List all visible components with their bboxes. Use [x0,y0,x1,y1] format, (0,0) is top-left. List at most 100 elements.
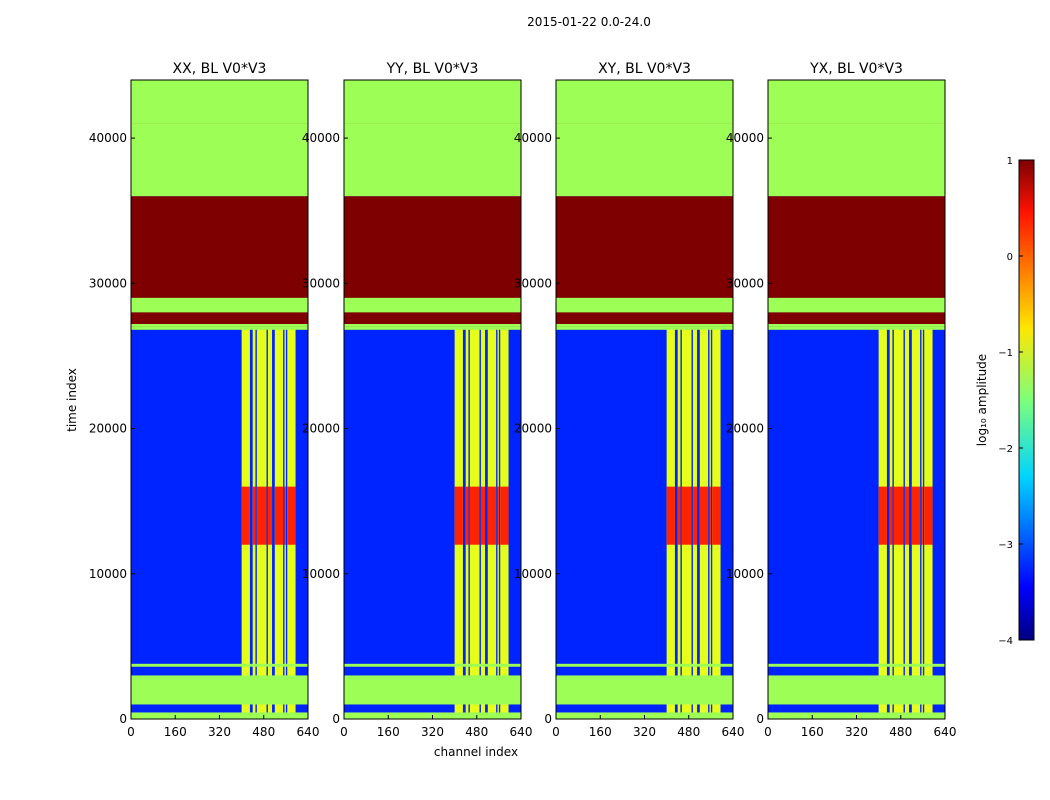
x-tick-label: 480 [465,725,488,739]
panel-title: XX, BL V0*V3 [173,61,267,77]
signal-peak [712,486,721,545]
y-tick-label: 20000 [726,422,764,436]
heatmap-panels: XX, BL V0*V3 0 160 320 480 640 0 10000 20000 3000… [89,61,957,739]
y-tick-label: 40000 [89,131,127,145]
x-tick-label: 640 [934,725,957,739]
flagged-band [344,326,521,330]
colorbar-tick-label: 0 [1007,252,1013,263]
flagged-band [768,80,945,124]
flagged-band [131,123,308,197]
y-tick-label: 30000 [514,276,552,290]
colorbar-gradient [1018,159,1035,641]
signal-peak [666,486,675,545]
signal-peak [241,486,250,545]
signal-peak [878,486,887,545]
signal-peak [893,486,904,545]
signal-peak [904,486,910,545]
flagged-band [768,675,945,705]
flagged-band [556,675,733,705]
flagged-band [556,123,733,197]
flagged-band [556,326,733,330]
y-tick-label: 20000 [89,422,127,436]
flagged-band [344,663,521,667]
signal-peak [256,486,267,545]
panel-1: XX, BL V0*V3 0 160 320 480 640 0 10000 20000 3000… [89,61,320,739]
signal-peak [677,486,681,545]
panel-4: YX, BL V0*V3 0 160 320 480 640 0 10000 20000 3000… [726,61,957,739]
y-tick-label: 40000 [726,131,764,145]
x-tick-label: 320 [208,725,231,739]
colorbar: 1 0 −1 −2 −3 −4 log₁₀ amplitude [975,156,1035,647]
flagged-band [131,675,308,705]
x-axis-label: channel index [434,745,518,759]
x-tick-label: 0 [552,725,560,739]
x-tick-label: 160 [801,725,824,739]
x-tick-label: 0 [764,725,772,739]
colorbar-label: log₁₀ amplitude [975,354,989,446]
signal-peak [267,486,273,545]
signal-peak [287,486,296,545]
flagged-band [768,297,945,313]
x-tick-label: 480 [889,725,912,739]
y-tick-label: 10000 [514,567,552,581]
x-tick-label: 320 [845,725,868,739]
x-tick-label: 0 [340,725,348,739]
signal-peak [921,486,923,545]
y-tick-label: 40000 [514,131,552,145]
x-tick-label: 640 [722,725,745,739]
signal-peak [500,486,509,545]
flagged-band [131,80,308,124]
y-tick-label: 30000 [89,276,127,290]
flagged-band [344,675,521,705]
flagged-band [344,297,521,313]
signal-peak [709,486,711,545]
y-tick-label: 20000 [302,422,340,436]
flagged-band [556,297,733,313]
panel-3: XY, BL V0*V3 0 160 320 480 640 0 10000 20000 3000… [514,61,745,739]
flagged-band [131,297,308,313]
y-axis-label: time index [65,368,79,432]
signal-peak [497,486,499,545]
signal-peak [924,486,933,545]
x-tick-label: 640 [510,725,533,739]
colorbar-tick-label: −2 [998,444,1013,455]
signal-peak [911,486,921,545]
flagged-band [344,123,521,197]
signal-peak [487,486,497,545]
signal-peak [480,486,486,545]
colorbar-tick-label: −3 [998,540,1013,551]
y-tick-label: 0 [119,712,127,726]
flagged-band [131,323,308,327]
panel-title: XY, BL V0*V3 [598,61,691,77]
y-tick-label: 10000 [302,567,340,581]
panel-2: YY, BL V0*V3 0 160 320 480 640 0 10000 20000 3000… [302,61,533,739]
y-tick-label: 30000 [302,276,340,290]
flagged-band [768,663,945,667]
flagged-band [131,326,308,330]
flagged-band [768,123,945,197]
flagged-band [131,663,308,667]
y-tick-label: 20000 [514,422,552,436]
y-tick-label: 40000 [302,131,340,145]
y-tick-label: 0 [544,712,552,726]
signal-peak [284,486,286,545]
figure-suptitle: 2015-01-22 0.0-24.0 [527,15,651,29]
signal-peak [469,486,480,545]
panel-title: YY, BL V0*V3 [386,61,479,77]
flagged-band [344,323,521,327]
signal-peak [699,486,709,545]
y-tick-label: 10000 [726,567,764,581]
flagged-band [768,326,945,330]
flagged-band [556,80,733,124]
x-tick-label: 480 [252,725,275,739]
signal-peak [454,486,463,545]
x-tick-label: 320 [633,725,656,739]
x-tick-label: 160 [589,725,612,739]
y-tick-label: 0 [756,712,764,726]
colorbar-tick-label: −4 [998,636,1013,647]
x-tick-label: 0 [127,725,135,739]
signal-peak [681,486,692,545]
x-tick-label: 160 [164,725,187,739]
signal-peak [274,486,284,545]
